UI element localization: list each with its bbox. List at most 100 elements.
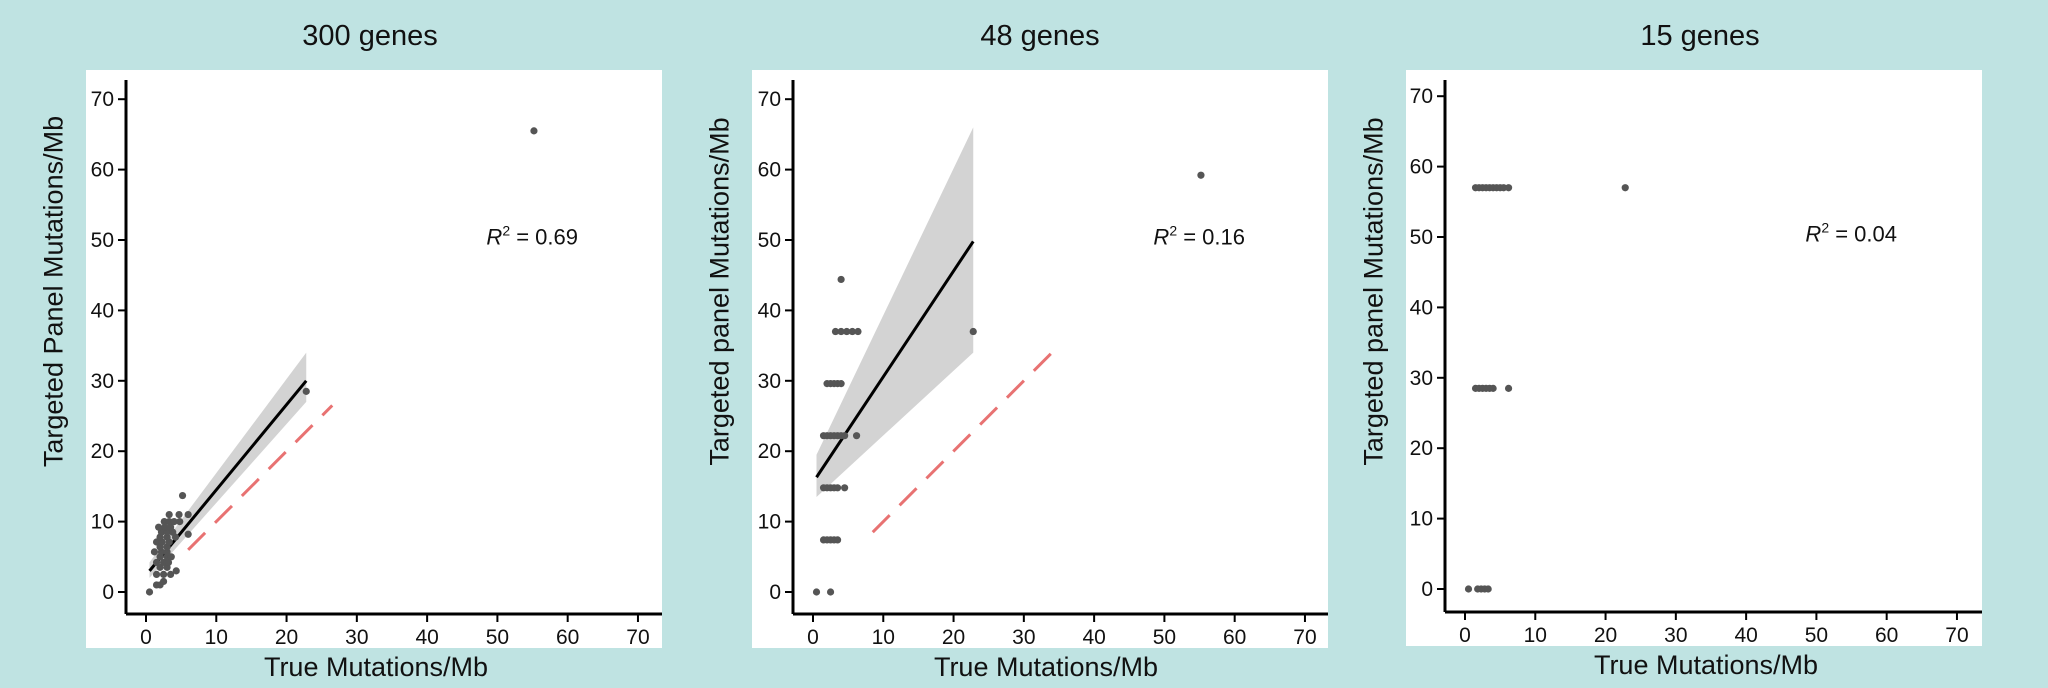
- data-point: [843, 327, 851, 336]
- data-point: [302, 387, 310, 395]
- r-squared-annotation: R2 = 0.04: [1805, 219, 1897, 246]
- y-tick-label: 40: [758, 299, 781, 322]
- y-tick-label: 60: [91, 159, 114, 182]
- panel-title: 15 genes: [1640, 20, 1760, 52]
- data-point: [841, 432, 849, 440]
- data-point: [155, 523, 163, 531]
- panel-title: 48 genes: [980, 20, 1100, 52]
- data-point: [152, 570, 161, 579]
- data-point: [172, 567, 180, 575]
- data-point: [833, 484, 842, 492]
- data-point: [1504, 184, 1513, 192]
- x-tick-label: 20: [275, 626, 298, 649]
- x-tick-label: 40: [1082, 626, 1105, 649]
- data-point: [178, 491, 187, 500]
- data-point: [837, 380, 845, 388]
- plot-area: [86, 70, 662, 648]
- data-point: [1489, 384, 1497, 392]
- y-tick-label: 70: [91, 88, 114, 111]
- data-point: [1464, 585, 1473, 593]
- x-tick-label: 10: [872, 626, 895, 649]
- data-point: [184, 510, 192, 519]
- x-axis-label: True Mutations/Mb: [933, 652, 1159, 682]
- data-point: [165, 518, 173, 526]
- data-point: [166, 523, 175, 531]
- data-point: [167, 553, 175, 561]
- plot-area: [1406, 70, 1982, 646]
- x-tick-label: 40: [415, 626, 438, 649]
- y-tick-label: 30: [1410, 367, 1433, 390]
- data-point: [837, 275, 845, 284]
- data-point: [176, 518, 184, 526]
- x-tick-label: 50: [486, 626, 509, 649]
- plot-area: [752, 70, 1328, 648]
- y-tick-label: 20: [1410, 437, 1433, 460]
- r-squared-annotation: R2 = 0.69: [486, 222, 578, 249]
- y-tick-label: 30: [91, 370, 114, 393]
- x-tick-label: 30: [1012, 626, 1035, 649]
- data-point: [1197, 171, 1205, 179]
- y-tick-label: 40: [1410, 296, 1433, 319]
- y-tick-label: 50: [758, 229, 781, 252]
- x-tick-label: 50: [1805, 624, 1828, 647]
- x-tick-label: 70: [1293, 626, 1316, 649]
- data-point: [150, 548, 159, 556]
- y-tick-label: 70: [1410, 85, 1433, 108]
- x-tick-label: 0: [807, 626, 819, 649]
- data-point: [969, 327, 977, 336]
- x-tick-label: 10: [1524, 624, 1547, 647]
- data-point: [1484, 585, 1492, 593]
- x-tick-label: 40: [1734, 624, 1757, 647]
- x-tick-label: 20: [942, 626, 965, 649]
- x-axis-label: True Mutations/Mb: [263, 652, 489, 682]
- y-tick-label: 20: [91, 440, 114, 463]
- data-point: [160, 518, 168, 526]
- data-point: [166, 570, 175, 579]
- data-point: [161, 523, 169, 531]
- data-point: [159, 558, 168, 567]
- x-tick-label: 30: [345, 626, 368, 649]
- x-tick-label: 0: [1459, 624, 1471, 647]
- data-point: [854, 327, 862, 336]
- x-axis-label: True Mutations/Mb: [1593, 650, 1819, 680]
- y-tick-label: 70: [758, 88, 781, 111]
- data-point: [841, 484, 849, 492]
- panel-title: 300 genes: [302, 20, 438, 52]
- y-tick-label: 10: [1410, 508, 1433, 531]
- x-tick-label: 60: [1223, 626, 1246, 649]
- x-tick-label: 30: [1664, 624, 1687, 647]
- y-tick-label: 60: [758, 159, 781, 182]
- y-tick-label: 30: [758, 370, 781, 393]
- confidence-band: [816, 127, 974, 497]
- data-point: [163, 548, 171, 556]
- data-point: [848, 327, 856, 336]
- data-point: [184, 530, 192, 538]
- identity-line: [871, 344, 1061, 534]
- r-squared-annotation: R2 = 0.16: [1153, 222, 1245, 249]
- identity-line: [187, 404, 334, 551]
- y-tick-label: 0: [769, 581, 781, 604]
- y-tick-label: 50: [91, 229, 114, 252]
- x-tick-label: 60: [1875, 624, 1898, 647]
- y-tick-label: 50: [1410, 226, 1433, 249]
- y-tick-label: 10: [91, 511, 114, 534]
- x-tick-label: 10: [205, 626, 228, 649]
- x-tick-label: 50: [1153, 626, 1176, 649]
- data-point: [163, 533, 171, 541]
- y-tick-label: 60: [1410, 156, 1433, 179]
- data-point: [170, 518, 178, 526]
- data-point: [164, 558, 173, 567]
- data-point: [175, 510, 183, 519]
- data-point: [826, 588, 835, 596]
- x-tick-label: 20: [1594, 624, 1617, 647]
- y-tick-label: 20: [758, 440, 781, 463]
- data-point: [831, 327, 840, 336]
- data-point: [159, 577, 168, 586]
- data-point: [852, 432, 861, 440]
- data-point: [833, 536, 842, 544]
- data-point: [1500, 184, 1508, 192]
- x-tick-label: 70: [626, 626, 649, 649]
- data-point: [152, 558, 161, 567]
- data-point: [837, 327, 845, 336]
